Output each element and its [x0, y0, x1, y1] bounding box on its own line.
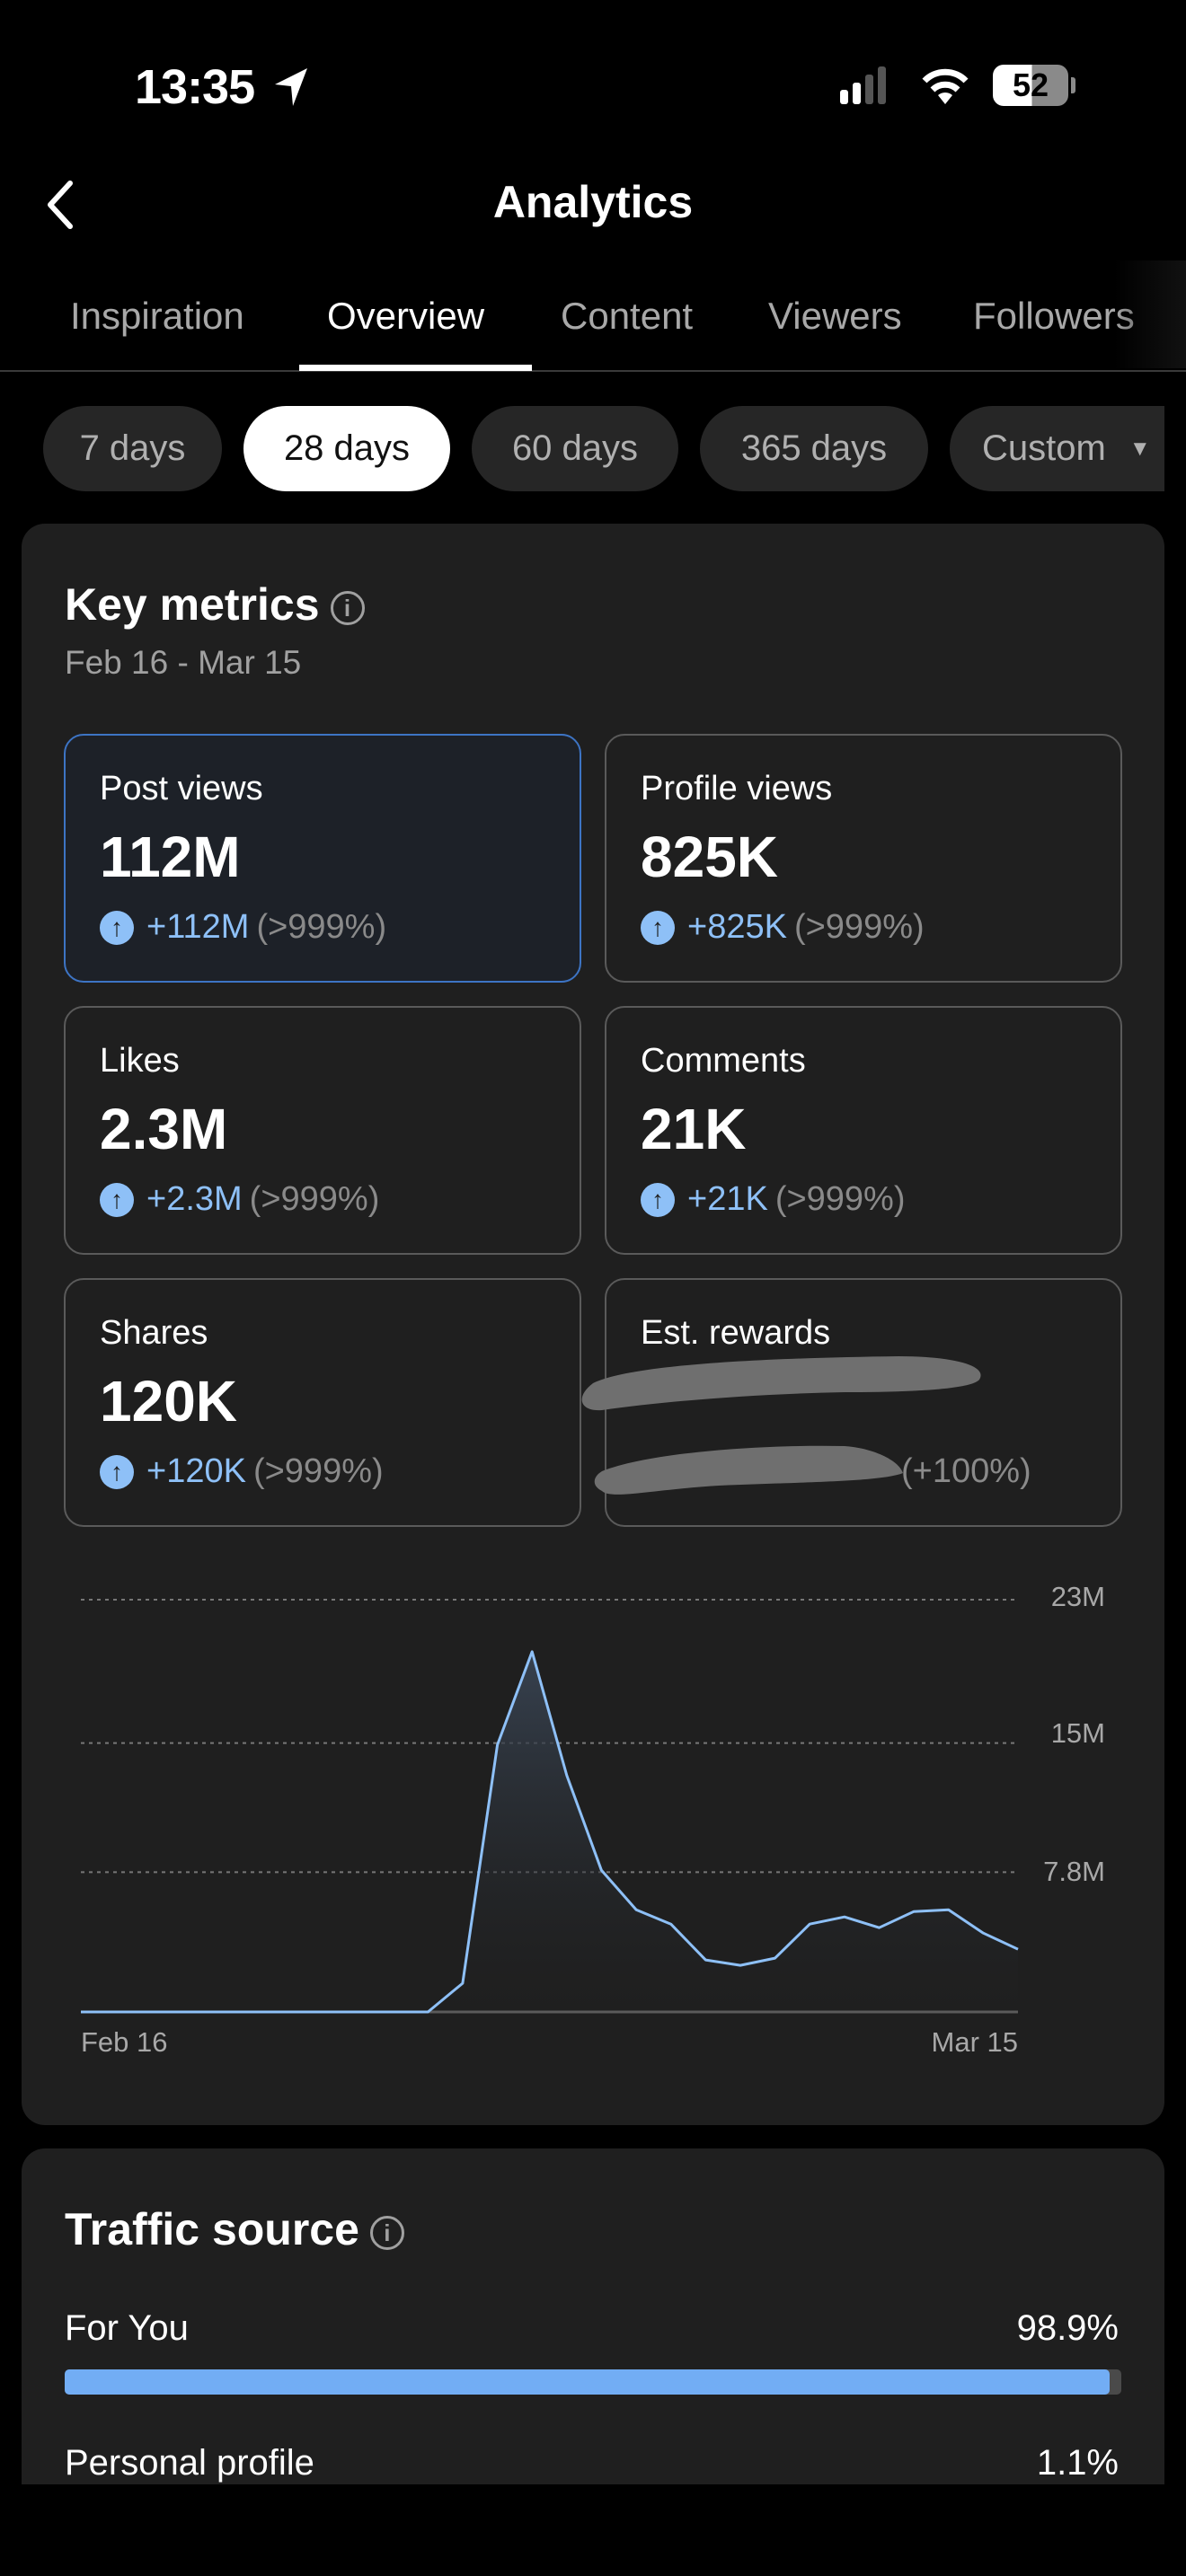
- metric-delta: (+100%): [894, 1452, 1031, 1491]
- y-tick-label: 7.8M: [1043, 1856, 1105, 1887]
- traffic-row-label: For You: [65, 2308, 189, 2348]
- traffic-row-value: 98.9%: [1016, 2308, 1119, 2348]
- delta-value: +825K: [687, 908, 787, 946]
- battery-cap: [1071, 77, 1075, 93]
- metric-delta: ↑ +825K (>999%): [641, 908, 925, 947]
- post-views-chart[interactable]: [0, 0, 1186, 2084]
- metric-label: Likes: [100, 1042, 180, 1080]
- traffic-bar-fill: [65, 2369, 1111, 2395]
- page-title: Analytics: [492, 177, 694, 227]
- key-metrics-title: Key metrics i: [65, 578, 365, 631]
- tab-inspiration[interactable]: Inspiration: [70, 295, 244, 337]
- metric-label: Profile views: [641, 770, 833, 807]
- metric-delta: ↑ +2.3M (>999%): [100, 1180, 379, 1219]
- range-custom-label: Custom: [982, 428, 1106, 468]
- traffic-source-title-text: Traffic source: [65, 2204, 359, 2254]
- redaction-scribble: [581, 1356, 981, 1495]
- arrow-up-icon: ↑: [100, 1182, 134, 1217]
- tabs-fade: [1114, 260, 1186, 368]
- metric-delta: ↑ +120K (>999%): [100, 1452, 384, 1491]
- metric-label: Post views: [100, 770, 263, 807]
- metric-comments[interactable]: Comments 21K ↑ +21K (>999%): [605, 1006, 1122, 1255]
- tab-content[interactable]: Content: [561, 295, 694, 337]
- tabs-divider: [0, 370, 1186, 372]
- date-range: Feb 16 - Mar 15: [65, 644, 302, 681]
- x-tick-label: Feb 16: [81, 2026, 168, 2058]
- metric-label: Comments: [641, 1042, 806, 1080]
- metric-post-views[interactable]: Post views 112M ↑ +112M (>999%): [64, 734, 581, 983]
- key-metrics-title-text: Key metrics: [65, 579, 320, 630]
- chart-line: [81, 1650, 1019, 2014]
- delta-value: +2.3M: [146, 1180, 243, 1218]
- delta-value: +120K: [146, 1452, 246, 1490]
- metric-est-rewards[interactable]: Est. rewards (+100%): [605, 1278, 1122, 1527]
- tab-active-indicator: [299, 365, 532, 371]
- delta-percent: (>999%): [249, 1180, 380, 1218]
- metric-value: 21K: [641, 1097, 747, 1161]
- metric-value: 2.3M: [100, 1097, 228, 1161]
- info-icon[interactable]: i: [330, 590, 365, 625]
- traffic-source-title: Traffic source i: [65, 2203, 404, 2255]
- dropdown-caret-icon: ▼: [1128, 436, 1151, 461]
- metric-value: 112M: [100, 825, 241, 889]
- range-28-days[interactable]: 28 days: [243, 406, 450, 491]
- delta-percent: (+100%): [901, 1452, 1031, 1490]
- delta-percent: (>999%): [256, 908, 387, 946]
- traffic-row-label: Personal profile: [65, 2443, 314, 2483]
- arrow-up-icon: ↑: [100, 910, 134, 945]
- delta-percent: (>999%): [793, 908, 925, 946]
- tab-viewers[interactable]: Viewers: [768, 295, 902, 337]
- range-7-days[interactable]: 7 days: [43, 406, 222, 491]
- wifi-icon: [922, 68, 969, 104]
- metric-likes[interactable]: Likes 2.3M ↑ +2.3M (>999%): [64, 1006, 581, 1255]
- location-arrow-icon: [275, 68, 307, 106]
- metric-shares[interactable]: Shares 120K ↑ +120K (>999%): [64, 1278, 581, 1527]
- arrow-up-icon: ↑: [100, 1454, 134, 1489]
- chart-area-fill: [81, 1651, 1018, 2012]
- delta-percent: (>999%): [252, 1452, 384, 1490]
- status-time: 13:35: [135, 60, 255, 114]
- x-tick-label: Mar 15: [931, 2026, 1018, 2058]
- tab-overview[interactable]: Overview: [327, 295, 485, 337]
- range-365-days[interactable]: 365 days: [700, 406, 928, 491]
- metric-profile-views[interactable]: Profile views 825K ↑ +825K (>999%): [605, 734, 1122, 983]
- traffic-bar-track: [65, 2369, 1121, 2395]
- traffic-source-card: [22, 2148, 1164, 2484]
- metric-delta: ↑ +112M (>999%): [100, 908, 386, 947]
- metric-label: Est. rewards: [641, 1314, 831, 1352]
- range-custom[interactable]: Custom ▼: [950, 406, 1164, 491]
- battery-icon: 52: [993, 65, 1068, 106]
- battery-level: 52: [1012, 66, 1049, 103]
- arrow-up-icon: ↑: [641, 1182, 675, 1217]
- metric-delta: ↑ +21K (>999%): [641, 1180, 906, 1219]
- tab-followers[interactable]: Followers: [973, 295, 1135, 337]
- metric-value: 825K: [641, 825, 778, 889]
- info-icon[interactable]: i: [369, 2215, 404, 2250]
- chevron-left-icon[interactable]: [43, 178, 79, 232]
- range-60-days[interactable]: 60 days: [472, 406, 678, 491]
- y-tick-label: 15M: [1050, 1717, 1105, 1749]
- delta-value: +21K: [687, 1180, 768, 1218]
- delta-value: +112M: [146, 908, 250, 946]
- y-tick-label: 23M: [1050, 1581, 1105, 1612]
- metric-value: 120K: [100, 1369, 237, 1434]
- cellular-signal-icon: [840, 66, 886, 104]
- traffic-row-value: 1.1%: [1036, 2443, 1119, 2483]
- delta-percent: (>999%): [774, 1180, 906, 1218]
- metric-label: Shares: [100, 1314, 208, 1352]
- arrow-up-icon: ↑: [641, 910, 675, 945]
